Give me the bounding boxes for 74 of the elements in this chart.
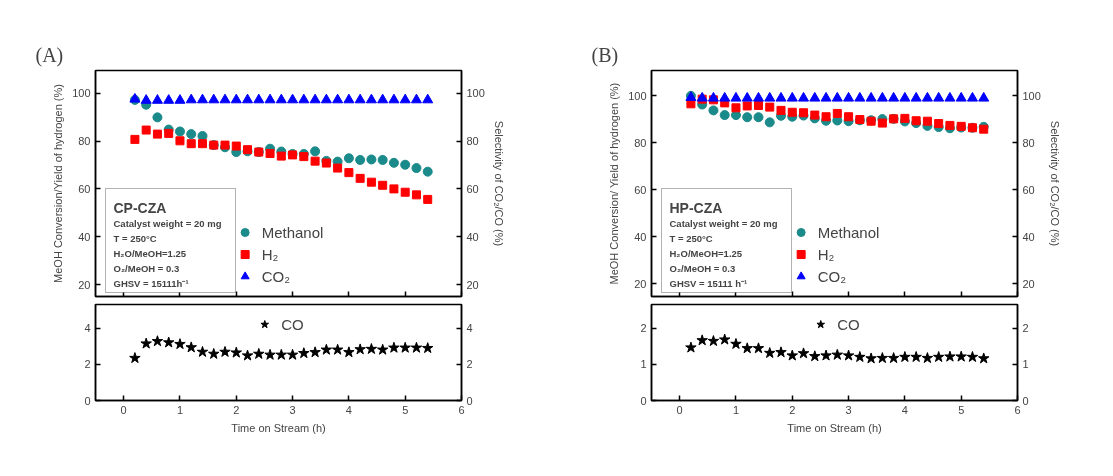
y-tick-label: 40 [634,230,647,243]
y-tick-label: 100 [628,89,647,102]
chart-title: (A) [35,43,64,67]
x-tick-label: 3 [845,403,852,416]
y-tick-label: 80 [78,135,91,148]
annotation: Catalyst weight = 20 mg [669,217,778,229]
annotation: GHSV = 15111 h⁻¹ [669,277,748,289]
y-tick-label: 60 [78,182,91,195]
x-tick-label: 0 [676,403,683,416]
x-tick-label: 5 [402,403,409,416]
y-tick-label: 4 [84,322,91,335]
y-tick-label: 100 [72,87,91,100]
annotation: Catalyst weight = 20 mg [113,217,222,229]
y2-tick-label: 80 [466,135,479,148]
y-tick-label: 20 [634,277,647,290]
x-tick-label: 3 [289,403,296,416]
annotation: GHSV = 15111h⁻¹ [113,277,189,289]
legend-label: CO₂ [817,267,846,285]
y2-tick-label: 2 [1022,322,1029,335]
y2-tick-label: 1 [1022,358,1029,371]
x-tick-label: 2 [233,403,240,416]
x-tick-label: 4 [345,403,352,416]
x-tick-label: 6 [1014,403,1021,416]
annotation: HP-CZA [669,199,723,216]
annotation: H₂O/MeOH=1.25 [113,247,187,259]
x-tick-label: 4 [901,403,908,416]
y2-tick-label: 20 [1022,277,1035,290]
y2-tick-label: 40 [466,230,479,243]
x-tick-label: 6 [458,403,465,416]
x-axis-title: Time on Stream (h) [231,421,326,434]
x-tick-label: 0 [120,403,127,416]
legend-label: Methanol [261,223,324,241]
y-axis-title: MeOH Conversion/Yield of hydrogen (%) [52,84,65,283]
legend-label: Methanol [817,223,880,241]
y2-tick-label: 100 [1022,89,1041,102]
legend-label: H₂ [817,245,836,263]
annotation: H₂O/MeOH=1.25 [669,247,743,259]
y-tick-label: 40 [78,230,91,243]
y2-tick-label: 0 [1022,394,1029,407]
legend-label: CO₂ [261,267,290,285]
y2-tick-label: 4 [466,322,473,335]
y2-tick-label: 2 [466,358,473,371]
legend-label: H₂ [261,245,280,263]
x-tick-label: 5 [958,403,965,416]
x-axis-title: Time on Stream (h) [787,421,882,434]
y2-tick-label: 60 [466,182,479,195]
legend-label: CO [281,315,304,333]
annotation: O₂/MeOH = 0.3 [113,262,180,274]
y-tick-label: 0 [640,394,647,407]
y2-tick-label: 100 [466,87,485,100]
y-tick-label: 2 [640,322,647,335]
y-tick-label: 20 [78,278,91,291]
annotation: T = 250°C [669,232,713,244]
y-tick-label: 80 [634,136,647,149]
y-tick-label: 1 [640,358,647,371]
y2-tick-label: 20 [466,278,479,291]
y2-tick-label: 80 [1022,136,1035,149]
annotation: CP-CZA [113,199,167,216]
y2-axis-title: Selectivity of CO₂/CO (%) [492,120,505,247]
x-tick-label: 1 [732,403,740,416]
y-tick-label: 2 [84,358,91,371]
y2-tick-label: 40 [1022,230,1035,243]
y-tick-label: 60 [634,183,647,196]
legend-label: CO [837,315,860,333]
y2-tick-label: 0 [466,394,473,407]
x-tick-label: 1 [176,403,184,416]
annotation: O₂/MeOH = 0.3 [669,262,736,274]
y-tick-label: 0 [84,394,91,407]
x-tick-label: 2 [789,403,796,416]
chart-title: (B) [591,43,619,67]
y2-tick-label: 60 [1022,183,1035,196]
y2-axis-title: Selectivity of CO₂/CO (%) [1048,120,1061,247]
y-axis-title: MeOH Conversion/ Yield of hydrogen (%) [608,82,621,285]
annotation: T = 250°C [113,232,157,244]
